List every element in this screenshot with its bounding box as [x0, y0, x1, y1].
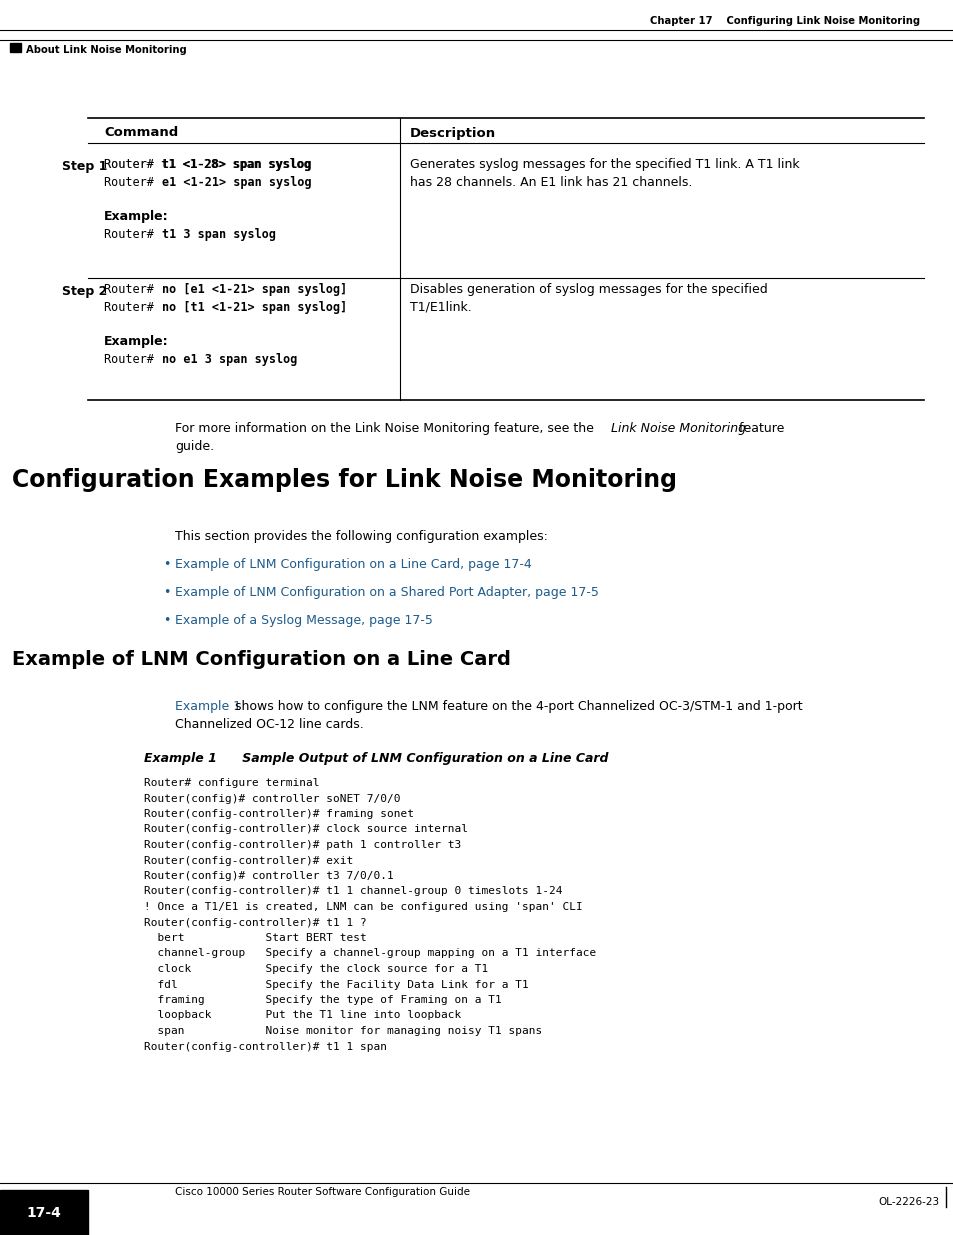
Text: Example of LNM Configuration on a Line Card: Example of LNM Configuration on a Line C…	[12, 650, 511, 669]
Text: loopback        Put the T1 line into loopback: loopback Put the T1 line into loopback	[144, 1010, 460, 1020]
Text: 17-4: 17-4	[27, 1207, 61, 1220]
Text: Chapter 17    Configuring Link Noise Monitoring: Chapter 17 Configuring Link Noise Monito…	[649, 16, 919, 26]
Text: Configuration Examples for Link Noise Monitoring: Configuration Examples for Link Noise Mo…	[12, 468, 677, 492]
Text: Router# t1 <1-28> span syslog: Router# t1 <1-28> span syslog	[104, 158, 311, 170]
Text: t1 <1-28> span syslog: t1 <1-28> span syslog	[162, 158, 312, 170]
Text: For more information on the Link Noise Monitoring feature, see the: For more information on the Link Noise M…	[174, 422, 598, 435]
Text: Router(config-controller)# framing sonet: Router(config-controller)# framing sonet	[144, 809, 414, 819]
Text: Router#: Router#	[104, 283, 161, 296]
Text: Router#: Router#	[104, 301, 161, 314]
Text: no [e1 <1-21> span syslog]: no [e1 <1-21> span syslog]	[162, 283, 347, 296]
Text: This section provides the following configuration examples:: This section provides the following conf…	[174, 530, 547, 543]
Text: Router(config-controller)# exit: Router(config-controller)# exit	[144, 856, 353, 866]
Text: Cisco 10000 Series Router Software Configuration Guide: Cisco 10000 Series Router Software Confi…	[174, 1187, 470, 1197]
Text: no [t1 <1-21> span syslog]: no [t1 <1-21> span syslog]	[162, 301, 347, 314]
Text: no e1 3 span syslog: no e1 3 span syslog	[162, 353, 297, 366]
Text: Example of a Syslog Message, page 17-5: Example of a Syslog Message, page 17-5	[174, 614, 433, 627]
Text: •: •	[163, 585, 171, 599]
Text: Disables generation of syslog messages for the specified
T1/E1link.: Disables generation of syslog messages f…	[410, 283, 767, 314]
Text: Channelized OC-12 line cards.: Channelized OC-12 line cards.	[174, 718, 363, 731]
Text: Router#: Router#	[104, 158, 161, 170]
Text: •: •	[163, 614, 171, 627]
Text: guide.: guide.	[174, 440, 213, 453]
Text: Step 2: Step 2	[62, 285, 108, 298]
Text: fdl             Specify the Facility Data Link for a T1: fdl Specify the Facility Data Link for a…	[144, 979, 528, 989]
Text: Router(config-controller)# t1 1 ?: Router(config-controller)# t1 1 ?	[144, 918, 366, 927]
Text: bert            Start BERT test: bert Start BERT test	[144, 932, 366, 944]
Text: Example:: Example:	[104, 210, 169, 224]
Text: span            Noise monitor for managing noisy T1 spans: span Noise monitor for managing noisy T1…	[144, 1026, 541, 1036]
Text: feature: feature	[734, 422, 783, 435]
Text: Command: Command	[104, 126, 178, 140]
Bar	[0, 1191, 88, 1235]
Text: Router(config-controller)# path 1 controller t3: Router(config-controller)# path 1 contro…	[144, 840, 460, 850]
Text: Example:: Example:	[104, 335, 169, 348]
Text: Router(config)# controller soNET 7/0/0: Router(config)# controller soNET 7/0/0	[144, 794, 400, 804]
Text: Example of LNM Configuration on a Shared Port Adapter, page 17-5: Example of LNM Configuration on a Shared…	[174, 585, 598, 599]
Text: Link Noise Monitoring: Link Noise Monitoring	[610, 422, 745, 435]
Text: Router#: Router#	[104, 158, 161, 170]
Text: Router#: Router#	[104, 177, 161, 189]
Text: clock           Specify the clock source for a T1: clock Specify the clock source for a T1	[144, 965, 488, 974]
Text: framing         Specify the type of Framing on a T1: framing Specify the type of Framing on a…	[144, 995, 501, 1005]
Text: Router(config)# controller t3 7/0/0.1: Router(config)# controller t3 7/0/0.1	[144, 871, 394, 881]
Bar	[10, 43, 21, 52]
Text: Router(config-controller)# clock source internal: Router(config-controller)# clock source …	[144, 825, 468, 835]
Text: Example of LNM Configuration on a Line Card, page 17-4: Example of LNM Configuration on a Line C…	[174, 558, 531, 571]
Text: OL-2226-23: OL-2226-23	[878, 1197, 939, 1207]
Text: shows how to configure the LNM feature on the 4-port Channelized OC-3/STM-1 and : shows how to configure the LNM feature o…	[231, 700, 801, 713]
Text: Router# configure terminal: Router# configure terminal	[144, 778, 319, 788]
Text: Router(config-controller)# t1 1 span: Router(config-controller)# t1 1 span	[144, 1041, 387, 1051]
Text: t1 3 span syslog: t1 3 span syslog	[162, 228, 275, 241]
Text: e1 <1-21> span syslog: e1 <1-21> span syslog	[162, 177, 312, 189]
Text: Router(config-controller)# t1 1 channel-group 0 timeslots 1-24: Router(config-controller)# t1 1 channel-…	[144, 887, 562, 897]
Text: About Link Noise Monitoring: About Link Noise Monitoring	[26, 44, 187, 56]
Text: Router#: Router#	[104, 353, 161, 366]
Text: channel-group   Specify a channel-group mapping on a T1 interface: channel-group Specify a channel-group ma…	[144, 948, 596, 958]
Text: Router#: Router#	[104, 228, 161, 241]
Text: Step 1: Step 1	[62, 161, 108, 173]
Text: Example 1: Example 1	[174, 700, 241, 713]
Text: Description: Description	[410, 126, 496, 140]
Text: Sample Output of LNM Configuration on a Line Card: Sample Output of LNM Configuration on a …	[215, 752, 608, 764]
Text: ! Once a T1/E1 is created, LNM can be configured using 'span' CLI: ! Once a T1/E1 is created, LNM can be co…	[144, 902, 582, 911]
Text: Generates syslog messages for the specified T1 link. A T1 link
has 28 channels. : Generates syslog messages for the specif…	[410, 158, 799, 189]
Text: •: •	[163, 558, 171, 571]
Text: Example 1: Example 1	[144, 752, 216, 764]
